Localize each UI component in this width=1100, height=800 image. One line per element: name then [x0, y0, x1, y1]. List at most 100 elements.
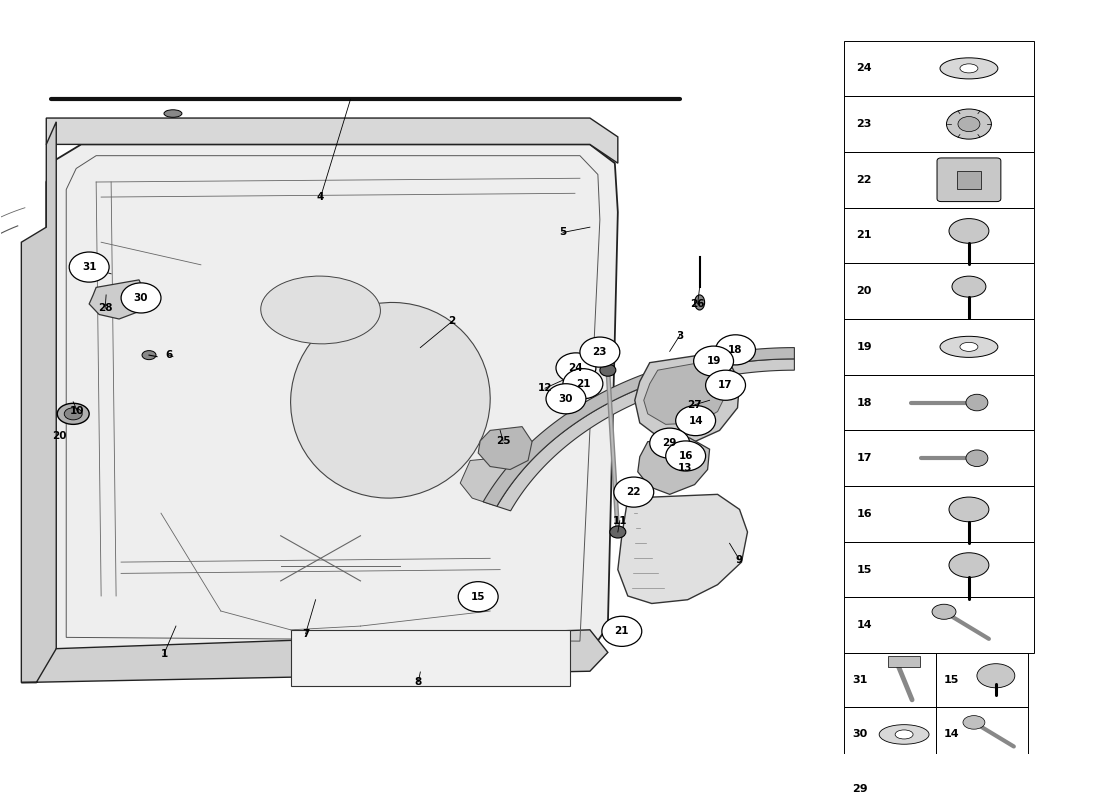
Text: 20: 20 [856, 286, 871, 296]
Circle shape [705, 370, 746, 400]
Text: 16: 16 [679, 451, 693, 461]
Text: 29: 29 [852, 784, 868, 794]
Ellipse shape [966, 394, 988, 411]
Text: 20: 20 [52, 431, 66, 442]
Text: 7: 7 [301, 629, 309, 638]
Ellipse shape [960, 64, 978, 73]
Circle shape [121, 283, 161, 313]
Text: 15: 15 [471, 592, 485, 602]
Polygon shape [460, 457, 520, 506]
Bar [845, 653, 936, 707]
Ellipse shape [884, 766, 904, 778]
Text: 14: 14 [689, 416, 703, 426]
Text: 19: 19 [706, 356, 721, 366]
Ellipse shape [966, 450, 988, 466]
Text: 24: 24 [856, 63, 872, 74]
Text: 5: 5 [559, 227, 566, 238]
Text: 12: 12 [538, 383, 552, 394]
Polygon shape [644, 362, 727, 424]
Circle shape [563, 369, 603, 398]
Polygon shape [21, 122, 56, 682]
Bar [845, 152, 1034, 208]
Circle shape [666, 441, 705, 471]
Bar [845, 263, 1034, 319]
Text: 11: 11 [613, 516, 627, 526]
Ellipse shape [952, 276, 986, 297]
Text: 16: 16 [856, 509, 872, 519]
Text: 18: 18 [728, 345, 743, 355]
Ellipse shape [64, 408, 82, 420]
Ellipse shape [958, 117, 980, 131]
Circle shape [602, 616, 641, 646]
Ellipse shape [932, 604, 956, 619]
Bar [845, 41, 1034, 96]
Bar [845, 486, 1034, 542]
Text: 30: 30 [134, 293, 148, 303]
Ellipse shape [261, 276, 381, 344]
Text: 14: 14 [944, 730, 959, 739]
Text: 23: 23 [856, 119, 871, 129]
Polygon shape [46, 144, 618, 653]
Text: 10: 10 [70, 406, 85, 416]
Ellipse shape [949, 497, 989, 522]
Circle shape [694, 346, 734, 376]
Polygon shape [89, 280, 146, 319]
Text: 18: 18 [856, 398, 871, 407]
Circle shape [650, 428, 690, 458]
Text: 23: 23 [593, 347, 607, 357]
Circle shape [580, 337, 619, 367]
Polygon shape [483, 347, 794, 506]
Circle shape [675, 406, 716, 436]
Bar [845, 430, 1034, 486]
Text: 28: 28 [98, 303, 112, 314]
Circle shape [69, 252, 109, 282]
Text: 1: 1 [161, 649, 167, 659]
Polygon shape [638, 438, 710, 494]
Ellipse shape [290, 302, 491, 498]
Circle shape [459, 582, 498, 612]
Bar [936, 707, 1027, 762]
Bar [845, 319, 1034, 374]
FancyBboxPatch shape [935, 761, 1028, 800]
Text: 21: 21 [856, 230, 871, 241]
Text: 17: 17 [856, 454, 871, 463]
Text: 17: 17 [718, 380, 733, 390]
Ellipse shape [142, 350, 156, 360]
Bar [845, 762, 936, 800]
Text: 14: 14 [856, 620, 872, 630]
Ellipse shape [949, 553, 989, 578]
Polygon shape [497, 359, 794, 511]
Text: 2: 2 [449, 316, 455, 326]
Polygon shape [635, 355, 739, 442]
Ellipse shape [895, 730, 913, 739]
Text: 24: 24 [569, 363, 583, 373]
Text: 22: 22 [856, 174, 871, 185]
Bar [936, 653, 1027, 707]
Text: 6: 6 [165, 350, 173, 360]
Text: 15: 15 [856, 565, 871, 574]
Polygon shape [21, 630, 608, 682]
Text: 3: 3 [676, 330, 683, 341]
Text: 29: 29 [662, 438, 676, 448]
Bar [888, 656, 920, 666]
Ellipse shape [940, 58, 998, 79]
Text: eurospares: eurospares [252, 366, 585, 418]
Circle shape [716, 335, 756, 365]
Bar [845, 208, 1034, 263]
Text: 31: 31 [852, 675, 868, 686]
Text: 4: 4 [317, 192, 324, 202]
Bar [845, 542, 1034, 598]
Text: 21: 21 [575, 378, 591, 389]
Ellipse shape [694, 295, 705, 310]
Ellipse shape [962, 716, 984, 729]
Circle shape [614, 477, 653, 507]
Ellipse shape [879, 725, 930, 744]
Text: a passion for parts since 1985: a passion for parts since 1985 [272, 474, 543, 492]
Ellipse shape [164, 110, 182, 118]
Circle shape [556, 353, 596, 383]
Ellipse shape [940, 336, 998, 358]
Text: 30: 30 [559, 394, 573, 404]
Text: 19: 19 [856, 342, 872, 352]
Text: 25: 25 [496, 436, 510, 446]
Bar [957, 170, 981, 189]
